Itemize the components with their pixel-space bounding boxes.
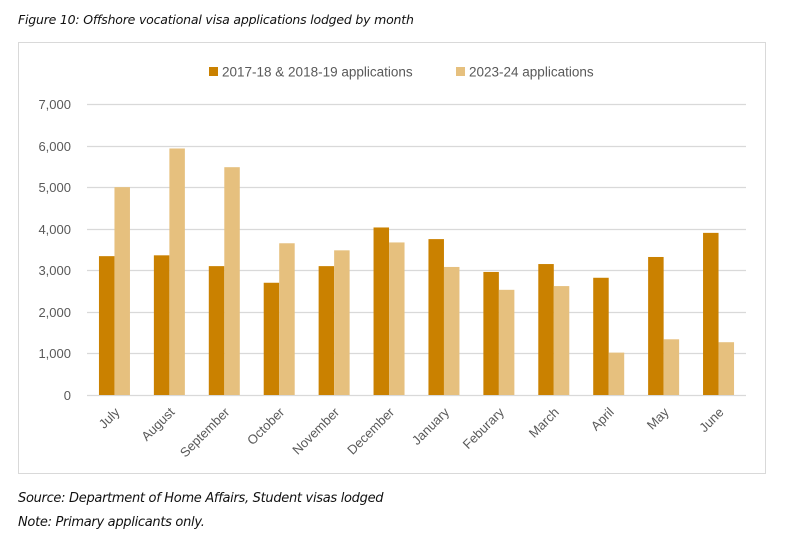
bar-series2-november	[334, 250, 350, 395]
bar-series1-april	[593, 277, 609, 395]
bar-series2-feburary	[498, 289, 515, 395]
bar-series1-december	[373, 227, 390, 395]
x-tick-label: October	[244, 404, 288, 448]
bar-series2-july	[114, 187, 130, 395]
figure-title: Figure 10: Offshore vocational visa appl…	[18, 12, 414, 27]
x-tick-label: June	[696, 405, 727, 436]
bar-series1-august	[153, 255, 170, 395]
y-tick-label: 0	[64, 388, 71, 403]
bar-series2-october	[279, 243, 295, 395]
source-note: Source: Department of Home Affairs, Stud…	[18, 491, 384, 506]
bar-series2-august	[169, 148, 185, 395]
gridlines	[87, 103, 746, 397]
bar-series1-january	[428, 239, 444, 395]
y-tick-label: 4,000	[38, 222, 71, 237]
bar-series1-november	[318, 266, 335, 395]
x-tick-label: September	[177, 404, 233, 460]
bar-series1-october	[263, 282, 280, 395]
bar-series1-september	[208, 266, 225, 395]
y-tick-label: 6,000	[38, 139, 71, 154]
bar-series2-april	[608, 352, 625, 395]
y-tick-label: 1,000	[38, 346, 71, 361]
y-tick-label: 7,000	[38, 97, 71, 112]
legend-label: 2023-24 applications	[469, 65, 594, 80]
x-tick-label: March	[526, 405, 562, 441]
bar-series1-june	[703, 232, 719, 395]
x-tick-label: July	[96, 404, 123, 431]
y-axis-ticks: 0 1,000 2,000 3,000 4,000 5,000 6,000 7,000	[38, 97, 71, 403]
chart-area: 0 1,000 2,000 3,000 4,000 5,000 6,000 7,000 Jul…	[18, 42, 766, 474]
legend: 2017-18 & 2018-19 applications 2023-24 ap…	[209, 65, 594, 80]
y-tick-label: 5,000	[38, 180, 71, 195]
footnote: Note: Primary applicants only.	[18, 515, 205, 530]
x-tick-label: Feburary	[460, 404, 508, 452]
legend-label: 2017-18 & 2018-19 applications	[222, 65, 413, 80]
x-tick-label: December	[344, 404, 397, 457]
bar-series1-july	[98, 256, 115, 395]
y-tick-label: 2,000	[38, 305, 71, 320]
x-axis-ticks: July August September October November Decemb…	[96, 404, 727, 460]
legend-swatch	[456, 67, 465, 76]
x-tick-label: August	[138, 404, 177, 443]
bar-series2-may	[663, 339, 680, 395]
x-tick-label: April	[588, 404, 617, 433]
bar-series2-december	[389, 242, 405, 395]
x-tick-label: January	[409, 404, 453, 448]
bar-chart: 0 1,000 2,000 3,000 4,000 5,000 6,000 7,000 Jul…	[38, 65, 746, 460]
y-tick-label: 3,000	[38, 263, 71, 278]
bar-series2-june	[718, 342, 735, 395]
bar-series1-feburary	[483, 271, 499, 395]
bar-series2-march	[553, 286, 570, 395]
bar-series1-may	[648, 256, 664, 395]
bars	[98, 148, 735, 395]
legend-swatch	[209, 67, 218, 76]
x-tick-label: May	[644, 404, 672, 432]
bar-series1-march	[538, 264, 554, 395]
bar-series2-september	[224, 167, 240, 395]
x-tick-label: November	[289, 404, 342, 457]
bar-series2-january	[443, 266, 460, 395]
